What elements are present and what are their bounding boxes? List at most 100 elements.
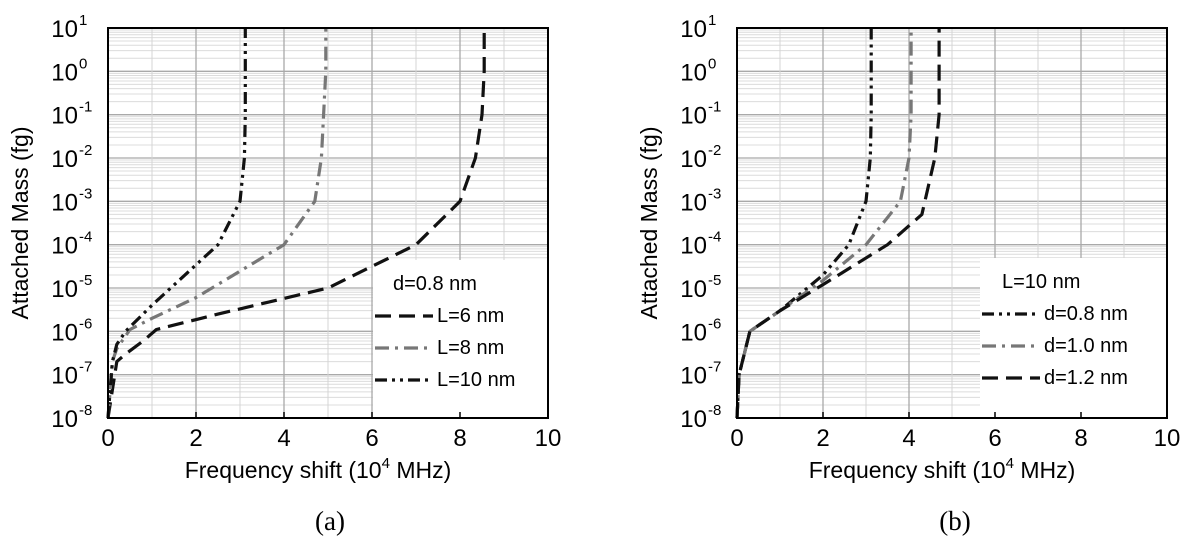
legend-entry-label: L=6 nm (437, 305, 504, 327)
x-tick-label: 2 (816, 425, 829, 452)
x-tick-label: 2 (189, 425, 202, 452)
legend-title: L=10 nm (1002, 271, 1080, 293)
y-tick-label: 10 (51, 146, 78, 173)
y-tick-exponent: 0 (79, 55, 87, 72)
y-tick-exponent: -1 (708, 99, 721, 116)
y-tick-base: 10 (680, 103, 707, 130)
series-line-l-6-nm (106, 32, 486, 419)
y-tick-exponent: 0 (708, 55, 716, 72)
y-tick-label: 10 (680, 189, 707, 216)
legend-box (980, 258, 1167, 417)
x-tick-label: 8 (1074, 425, 1087, 452)
y-tick-label: 10 (51, 363, 78, 390)
panel-caption: (a) (315, 506, 345, 536)
y-tick-label: 10 (680, 363, 707, 390)
y-tick-base: 10 (51, 406, 78, 433)
y-tick-base: 10 (51, 103, 78, 130)
y-tick-label: 10 (51, 276, 78, 303)
y-tick-label: 10 (680, 276, 707, 303)
y-tick-exponent: 1 (79, 12, 87, 29)
y-tick-label: 10 (680, 103, 707, 130)
y-tick-exponent: -8 (79, 402, 92, 419)
y-tick-exponent: 1 (708, 12, 716, 29)
y-tick-base: 10 (51, 146, 78, 173)
y-tick-exponent: -7 (708, 359, 721, 376)
y-tick-base: 10 (51, 363, 78, 390)
plot-frame (736, 27, 1168, 419)
y-tick-base: 10 (680, 406, 707, 433)
x-axis-label-main: Frequency shift (10 (809, 457, 1006, 483)
y-tick-exponent: -3 (79, 185, 92, 202)
y-tick-label: 10 (51, 189, 78, 216)
y-tick-exponent: -6 (708, 315, 721, 332)
panel-caption: (b) (939, 506, 970, 536)
y-tick-label: 10 (680, 59, 707, 86)
y-axis-label: Attached Mass (fg) (636, 126, 662, 319)
y-tick-exponent: -4 (79, 229, 92, 246)
y-tick-exponent: -5 (708, 272, 721, 289)
x-tick-label: 8 (453, 425, 466, 452)
x-axis-label-suffix: MHz) (390, 457, 451, 483)
y-tick-base: 10 (51, 233, 78, 260)
legend-entry-label: L=10 nm (437, 369, 515, 391)
y-tick-base: 10 (680, 16, 707, 43)
x-tick-label: 0 (101, 425, 114, 452)
series-line-l-10-nm (106, 28, 247, 419)
legend-box (373, 260, 548, 417)
y-tick-base: 10 (51, 276, 78, 303)
y-tick-label: 10 (680, 146, 707, 173)
y-tick-base: 10 (680, 319, 707, 346)
x-axis-label-sup: 4 (1006, 455, 1014, 472)
y-tick-base: 10 (680, 146, 707, 173)
y-tick-base: 10 (51, 59, 78, 86)
y-tick-exponent: -4 (708, 229, 721, 246)
x-axis-label: Frequency shift (104 MHz) (809, 455, 1076, 483)
y-tick-exponent: -2 (79, 142, 92, 159)
y-tick-label: 10 (51, 233, 78, 260)
y-tick-base: 10 (680, 363, 707, 390)
y-tick-label: 10 (680, 406, 707, 433)
x-tick-label: 10 (535, 425, 562, 452)
x-axis-label-suffix: MHz) (1014, 457, 1075, 483)
x-tick-label: 4 (277, 425, 290, 452)
x-tick-label: 6 (365, 425, 378, 452)
legend-entry-label: d=1.0 nm (1044, 335, 1128, 357)
y-tick-exponent: -6 (79, 315, 92, 332)
y-tick-label: 10 (680, 233, 707, 260)
x-tick-label: 4 (902, 425, 915, 452)
x-tick-label: 0 (730, 425, 743, 452)
x-axis-label-main: Frequency shift (10 (185, 457, 382, 483)
legend-entry-label: L=8 nm (437, 337, 504, 359)
y-tick-base: 10 (680, 189, 707, 216)
y-tick-label: 10 (680, 319, 707, 346)
plot-frame (107, 27, 549, 419)
y-axis-label: Attached Mass (fg) (7, 126, 33, 319)
x-axis-label: Frequency shift (104 MHz) (185, 455, 452, 483)
x-tick-label: 10 (1154, 425, 1181, 452)
y-tick-label: 10 (51, 406, 78, 433)
y-tick-label: 10 (51, 103, 78, 130)
y-tick-base: 10 (680, 59, 707, 86)
y-tick-exponent: -1 (79, 99, 92, 116)
y-tick-exponent: -2 (708, 142, 721, 159)
y-tick-base: 10 (51, 319, 78, 346)
legend-title: d=0.8 nm (393, 273, 477, 295)
legend-entry-label: d=1.2 nm (1044, 367, 1128, 389)
y-tick-base: 10 (680, 276, 707, 303)
y-tick-exponent: -8 (708, 402, 721, 419)
x-tick-label: 6 (988, 425, 1001, 452)
x-axis-label-sup: 4 (382, 455, 390, 472)
y-tick-base: 10 (51, 16, 78, 43)
y-tick-base: 10 (51, 189, 78, 216)
y-tick-exponent: -3 (708, 185, 721, 202)
legend-entry-label: d=0.8 nm (1044, 303, 1128, 325)
y-tick-base: 10 (680, 233, 707, 260)
y-tick-label: 10 (51, 319, 78, 346)
series-line-d-0-8-nm (735, 28, 873, 419)
series-line-d-1-0-nm (735, 28, 913, 419)
y-tick-label: 10 (51, 59, 78, 86)
y-tick-label: 10 (680, 16, 707, 43)
